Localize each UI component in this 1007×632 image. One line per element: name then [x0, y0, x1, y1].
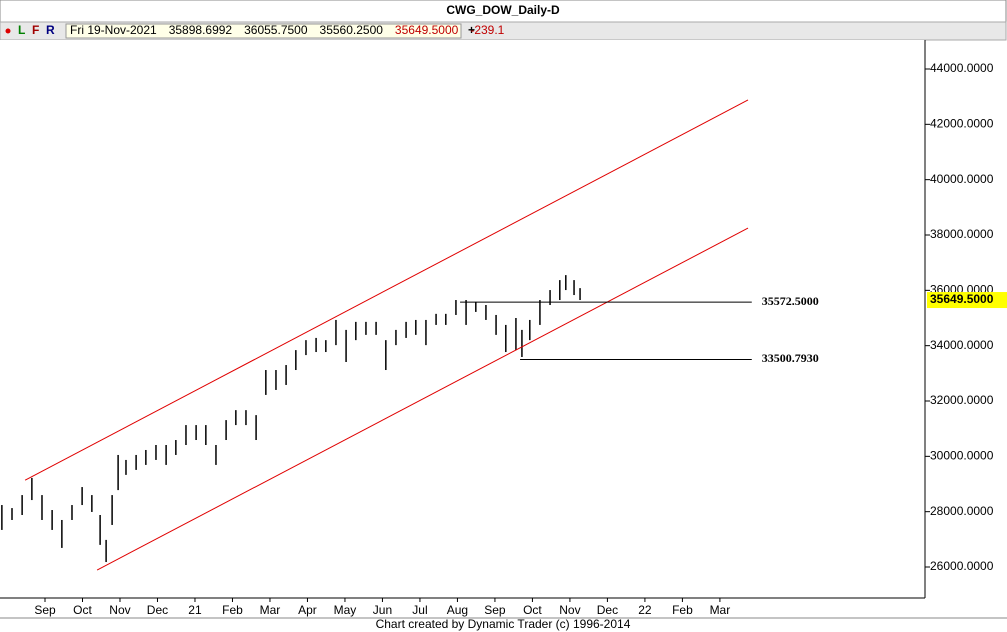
info-value: 35649.5000: [395, 23, 459, 37]
y-tick-label: 40000.0000: [930, 172, 994, 186]
x-tick-label: Jun: [373, 603, 392, 617]
level-label: 33500.7930: [762, 351, 819, 365]
info-value: 35560.2500: [320, 23, 384, 37]
x-tick-label: 22: [638, 603, 652, 617]
x-tick-label: Oct: [523, 603, 542, 617]
last-price-box: [927, 292, 1007, 309]
x-tick-label: Jul: [412, 603, 427, 617]
x-tick-label: Mar: [710, 603, 731, 617]
y-tick-label: 30000.0000: [930, 449, 994, 463]
x-tick-label: Nov: [109, 603, 130, 617]
x-tick-label: Nov: [559, 603, 580, 617]
x-tick-label: Dec: [147, 603, 168, 617]
y-tick-label: 32000.0000: [930, 393, 994, 407]
plot-area: [0, 40, 925, 598]
info-value: 36055.7500: [244, 23, 308, 37]
x-tick-label: 21: [188, 603, 202, 617]
x-tick-label: Mar: [260, 603, 281, 617]
info-value: Fri 19-Nov-2021: [70, 23, 157, 37]
y-tick-label: 44000.0000: [930, 61, 994, 75]
info-box: [65, 23, 462, 39]
y-tick-label: 42000.0000: [930, 117, 994, 131]
y-tick-label: 28000.0000: [930, 504, 994, 518]
x-tick-label: Aug: [447, 603, 468, 617]
x-tick-label: Sep: [34, 603, 56, 617]
info-value: -239.1: [470, 23, 504, 37]
y-tick-label: 38000.0000: [930, 227, 994, 241]
x-tick-label: Apr: [298, 603, 317, 617]
x-tick-label: Oct: [73, 603, 92, 617]
add-button[interactable]: +: [468, 23, 475, 37]
toolbar-button[interactable]: R: [46, 23, 55, 37]
x-tick-label: Sep: [484, 603, 506, 617]
last-price-label: 35649.5000: [930, 292, 994, 306]
chart-title: CWG_DOW_Daily-D: [446, 3, 560, 17]
y-tick-label: 26000.0000: [930, 559, 994, 573]
toolbar-button[interactable]: L: [18, 23, 25, 37]
x-tick-label: Dec: [597, 603, 618, 617]
status-dot: [5, 28, 11, 34]
channel-line: [24, 99, 749, 481]
x-tick-label: Feb: [672, 603, 693, 617]
y-tick-label: 34000.0000: [930, 338, 994, 352]
toolbar-button[interactable]: F: [32, 23, 39, 37]
x-tick-label: Feb: [222, 603, 243, 617]
x-tick-label: May: [334, 603, 357, 617]
footer: Chart created by Dynamic Trader (c) 1996…: [376, 617, 631, 631]
channel-line: [96, 227, 749, 571]
level-label: 35572.5000: [762, 294, 819, 308]
info-value: 35898.6992: [169, 23, 233, 37]
